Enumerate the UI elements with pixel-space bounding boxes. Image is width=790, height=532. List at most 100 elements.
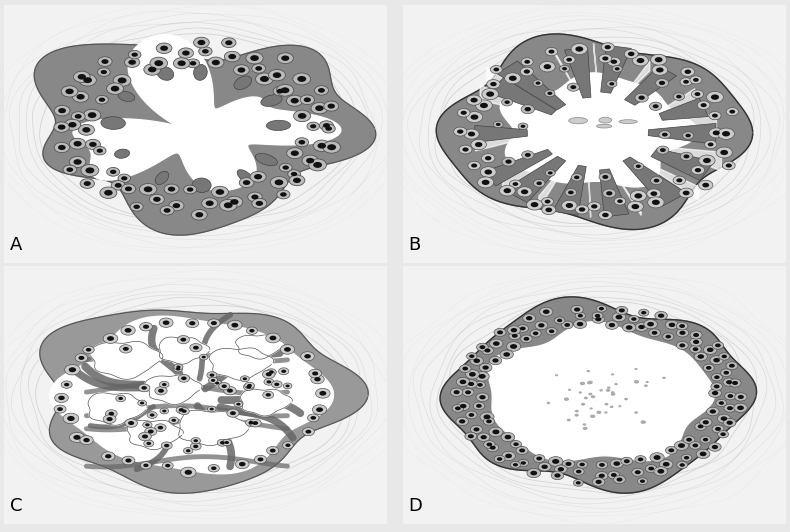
Circle shape	[77, 74, 86, 80]
Circle shape	[634, 193, 642, 198]
Circle shape	[641, 420, 646, 424]
Circle shape	[716, 147, 732, 158]
Circle shape	[54, 405, 66, 413]
Circle shape	[57, 407, 63, 411]
Circle shape	[586, 370, 590, 372]
Circle shape	[457, 402, 470, 411]
Circle shape	[619, 309, 625, 312]
Circle shape	[202, 49, 209, 54]
Circle shape	[609, 82, 615, 86]
Circle shape	[144, 64, 160, 75]
Circle shape	[309, 159, 326, 171]
Text: B: B	[408, 236, 421, 254]
Circle shape	[710, 356, 723, 364]
Circle shape	[171, 419, 176, 422]
Circle shape	[562, 200, 577, 211]
Circle shape	[323, 123, 330, 128]
Circle shape	[473, 359, 480, 363]
Circle shape	[526, 199, 543, 210]
Circle shape	[517, 187, 532, 197]
Circle shape	[269, 371, 274, 374]
Circle shape	[142, 435, 148, 438]
Circle shape	[280, 87, 289, 93]
Circle shape	[495, 455, 505, 463]
Circle shape	[640, 479, 645, 483]
Circle shape	[494, 328, 506, 336]
Circle shape	[510, 180, 521, 188]
Circle shape	[234, 65, 250, 76]
Circle shape	[155, 387, 167, 395]
Polygon shape	[659, 98, 709, 120]
Circle shape	[483, 440, 495, 448]
Circle shape	[519, 448, 525, 453]
Circle shape	[307, 122, 319, 130]
Circle shape	[612, 312, 626, 322]
Circle shape	[680, 78, 692, 86]
Circle shape	[696, 450, 710, 459]
Polygon shape	[600, 169, 629, 217]
Circle shape	[262, 370, 275, 378]
Circle shape	[653, 179, 660, 182]
Circle shape	[645, 381, 649, 383]
Circle shape	[634, 368, 638, 370]
Circle shape	[128, 421, 134, 425]
Circle shape	[676, 329, 689, 337]
Circle shape	[570, 85, 576, 89]
Circle shape	[174, 364, 183, 370]
Circle shape	[246, 52, 263, 64]
Circle shape	[596, 411, 601, 414]
Circle shape	[588, 202, 601, 211]
Circle shape	[220, 200, 237, 211]
Circle shape	[177, 336, 190, 344]
Circle shape	[679, 188, 694, 198]
Circle shape	[571, 44, 588, 55]
Circle shape	[676, 322, 688, 330]
Circle shape	[591, 395, 595, 398]
Circle shape	[608, 57, 621, 66]
Polygon shape	[240, 389, 292, 416]
Circle shape	[591, 204, 597, 209]
Circle shape	[574, 176, 579, 179]
Circle shape	[243, 377, 247, 380]
Circle shape	[698, 101, 710, 110]
Circle shape	[249, 421, 254, 425]
Circle shape	[616, 306, 628, 314]
Circle shape	[228, 320, 242, 330]
Circle shape	[83, 77, 92, 83]
Circle shape	[104, 190, 113, 196]
Circle shape	[601, 43, 614, 52]
Circle shape	[501, 433, 514, 442]
Circle shape	[531, 202, 538, 207]
Circle shape	[521, 58, 533, 66]
Circle shape	[154, 60, 164, 66]
Circle shape	[716, 400, 727, 406]
Circle shape	[502, 98, 513, 106]
Circle shape	[145, 427, 156, 436]
Circle shape	[617, 200, 623, 203]
Circle shape	[265, 393, 271, 397]
Circle shape	[492, 429, 499, 434]
Polygon shape	[497, 61, 566, 110]
Ellipse shape	[118, 92, 135, 102]
Circle shape	[228, 54, 236, 59]
Circle shape	[169, 417, 179, 423]
Circle shape	[194, 439, 198, 442]
Circle shape	[328, 104, 335, 109]
Circle shape	[592, 315, 604, 323]
Polygon shape	[589, 167, 591, 217]
Circle shape	[602, 175, 608, 179]
Circle shape	[505, 101, 510, 104]
Circle shape	[521, 67, 533, 76]
Circle shape	[86, 348, 92, 352]
Circle shape	[481, 346, 494, 354]
Circle shape	[545, 90, 555, 97]
Circle shape	[530, 330, 541, 337]
Circle shape	[574, 307, 580, 312]
Circle shape	[209, 464, 220, 472]
Circle shape	[255, 66, 262, 71]
Circle shape	[487, 444, 498, 452]
Circle shape	[656, 146, 669, 154]
Polygon shape	[88, 393, 147, 425]
Circle shape	[719, 401, 724, 405]
Circle shape	[480, 363, 492, 372]
